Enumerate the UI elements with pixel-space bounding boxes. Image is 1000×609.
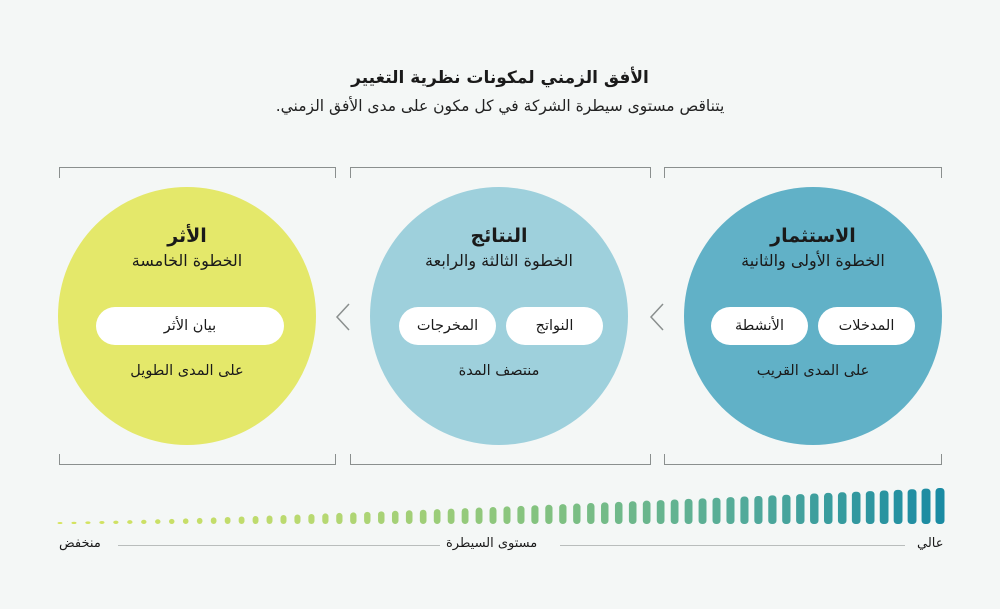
bracket-bottom-investment: [664, 454, 942, 465]
control-bar: [182, 518, 189, 524]
control-bar: [280, 514, 287, 524]
control-bar: [113, 520, 119, 524]
stage-results-circle: النتائج الخطوة الثالثة والرابعة النواتج …: [370, 187, 628, 445]
pill-inputs[interactable]: المدخلات: [818, 307, 915, 345]
bracket-top-investment: [664, 167, 942, 178]
control-bar: [670, 499, 679, 524]
control-bar: [461, 508, 469, 524]
control-bar: [642, 500, 651, 524]
control-bar: [684, 498, 693, 524]
axis-line-right: [560, 545, 905, 546]
control-bar: [350, 512, 357, 524]
control-bar: [782, 494, 791, 524]
control-bar: [391, 510, 399, 524]
stage-investment-term: على المدى القريب: [756, 363, 870, 379]
control-bar: [601, 502, 609, 524]
control-bar: [336, 512, 343, 524]
control-bar: [266, 515, 273, 524]
diagram-title: الأفق الزمني لمكونات نظرية التغيير: [351, 68, 649, 88]
control-bar: [364, 511, 371, 524]
control-bar: [294, 514, 301, 524]
chevron-left-icon: [649, 303, 664, 331]
control-bar: [308, 513, 315, 524]
control-bar: [754, 495, 763, 524]
stage-investment-step: الخطوة الأولى والثانية: [741, 251, 885, 270]
control-bar: [517, 505, 525, 524]
control-bar: [433, 509, 441, 524]
stage-results-term: منتصف المدة: [458, 363, 540, 379]
chevron-left-icon: [335, 303, 350, 331]
bracket-bottom-results: [350, 454, 651, 465]
control-bar: [238, 516, 245, 524]
stage-investment-name: الاستثمار: [770, 225, 856, 247]
diagram-header: الأفق الزمني لمكونات نظرية التغيير يتناق…: [0, 68, 1000, 115]
control-bar: [210, 517, 217, 524]
axis-line-left: [118, 545, 440, 546]
control-bar: [768, 495, 777, 524]
control-bar: [127, 520, 133, 524]
stage-impact-name: الأثر: [167, 225, 207, 247]
control-bar: [252, 515, 259, 524]
control-bar: [935, 488, 945, 524]
stage-results-name: النتائج: [470, 225, 528, 247]
control-bar: [698, 498, 707, 524]
control-bar: [322, 513, 329, 524]
control-bar: [824, 492, 833, 524]
control-bar: [224, 516, 231, 524]
control-bar: [810, 493, 819, 524]
control-bar: [893, 489, 903, 524]
control-bar: [475, 507, 483, 524]
stage-investment-circle: الاستثمار الخطوة الأولى والثانية المدخلا…: [684, 187, 942, 445]
control-bar: [559, 504, 567, 524]
control-bar: [573, 503, 581, 524]
control-bar: [378, 511, 385, 524]
stage-impact-circle: الأثر الخطوة الخامسة بيان الأثر على المد…: [58, 187, 316, 445]
bracket-top-results: [350, 167, 651, 178]
stage-results-step: الخطوة الثالثة والرابعة: [425, 251, 573, 270]
control-bar: [628, 501, 637, 524]
control-bar: [196, 517, 203, 524]
control-bar: [57, 522, 63, 524]
control-bar: [712, 497, 721, 524]
control-bar: [419, 509, 427, 524]
control-bar: [489, 506, 497, 524]
control-bar: [168, 518, 175, 524]
stage-impact-step: الخطوة الخامسة: [131, 251, 243, 270]
pill-outcomes[interactable]: النواتج: [506, 307, 603, 345]
control-bar: [405, 510, 413, 524]
stage-impact-term: على المدى الطويل: [130, 363, 244, 379]
control-bar: [99, 520, 105, 524]
bracket-top-impact: [59, 167, 336, 178]
control-bar: [155, 519, 161, 524]
diagram-subtitle: يتناقص مستوى سيطرة الشركة في كل مكون على…: [275, 97, 725, 115]
axis-label-low: منخفض: [59, 536, 101, 551]
pill-outputs[interactable]: المخرجات: [399, 307, 496, 345]
control-bar: [796, 494, 805, 524]
control-bar: [85, 521, 91, 524]
axis-label-high: عالي: [917, 536, 944, 551]
axis-label-control: مستوى السيطرة: [440, 536, 544, 551]
control-bar: [865, 491, 875, 524]
control-bar: [921, 488, 931, 524]
control-bar: [837, 492, 847, 524]
control-bar: [447, 508, 455, 524]
bracket-bottom-impact: [59, 454, 336, 465]
control-bar: [531, 505, 539, 524]
control-bar: [614, 501, 623, 524]
control-bar: [726, 497, 735, 524]
control-bar: [851, 491, 861, 524]
control-bar: [503, 506, 511, 524]
control-bar: [71, 521, 77, 524]
control-bar: [587, 502, 595, 524]
control-bar: [545, 504, 553, 524]
control-bar: [740, 496, 749, 524]
pill-impact-statement[interactable]: بيان الأثر: [96, 307, 284, 345]
control-bar: [907, 489, 917, 524]
control-bar: [141, 519, 147, 524]
control-bar: [656, 500, 665, 524]
control-bar: [879, 490, 889, 524]
pill-activities[interactable]: الأنشطة: [711, 307, 808, 345]
